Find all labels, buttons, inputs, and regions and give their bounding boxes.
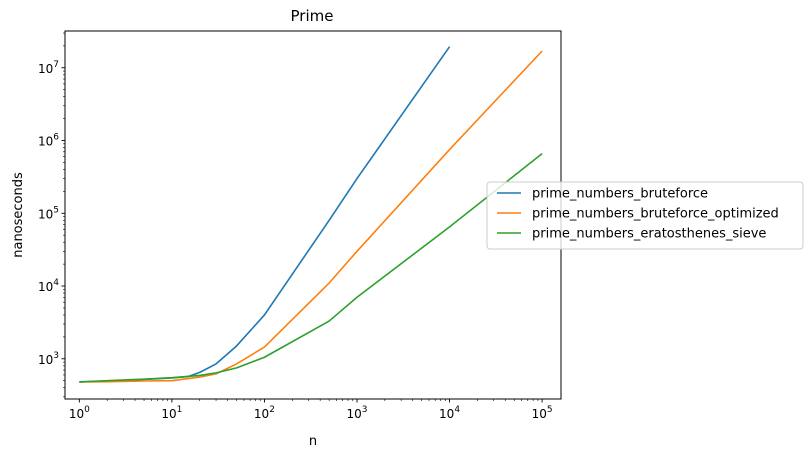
series-line-prime-numbers-bruteforce-optimized: [79, 50, 543, 383]
legend-box: [486, 181, 804, 250]
y-axis-label: nanoseconds: [11, 172, 26, 258]
y-tick-label: 107: [38, 60, 59, 76]
legend-item: prime_numbers_bruteforce: [497, 187, 708, 202]
y-tick-label: 106: [38, 133, 59, 149]
x-axis-ticks: 100 101 102 103 104 105: [69, 399, 553, 421]
y-tick-label: 103: [38, 351, 59, 367]
x-tick-label: 100: [69, 405, 90, 421]
series-line-prime-numbers-bruteforce: [79, 46, 451, 383]
y-tick-label: 104: [38, 278, 59, 294]
x-axis-label: n: [309, 434, 317, 449]
y-tick-label: 105: [38, 205, 59, 221]
legend-label: prime_numbers_eratosthenes_sieve: [532, 227, 766, 242]
y-axis-ticks: 103 104 105 106 107: [38, 32, 65, 398]
x-tick-label: 103: [346, 405, 367, 421]
legend-item: prime_numbers_bruteforce_optimized: [497, 207, 779, 222]
x-tick-label: 101: [161, 405, 182, 421]
plot-lines: [79, 46, 543, 383]
series-line-prime-numbers-eratosthenes-sieve: [79, 153, 543, 383]
x-tick-label: 102: [254, 405, 275, 421]
legend-label: prime_numbers_bruteforce_optimized: [532, 207, 779, 222]
x-tick-label: 105: [532, 405, 553, 421]
chart-title: Prime: [291, 7, 334, 25]
legend-label: prime_numbers_bruteforce: [532, 187, 708, 202]
x-tick-label: 104: [439, 405, 460, 421]
legend: prime_numbers_bruteforce prime_numbers_br…: [486, 181, 804, 250]
legend-item: prime_numbers_eratosthenes_sieve: [497, 227, 766, 242]
